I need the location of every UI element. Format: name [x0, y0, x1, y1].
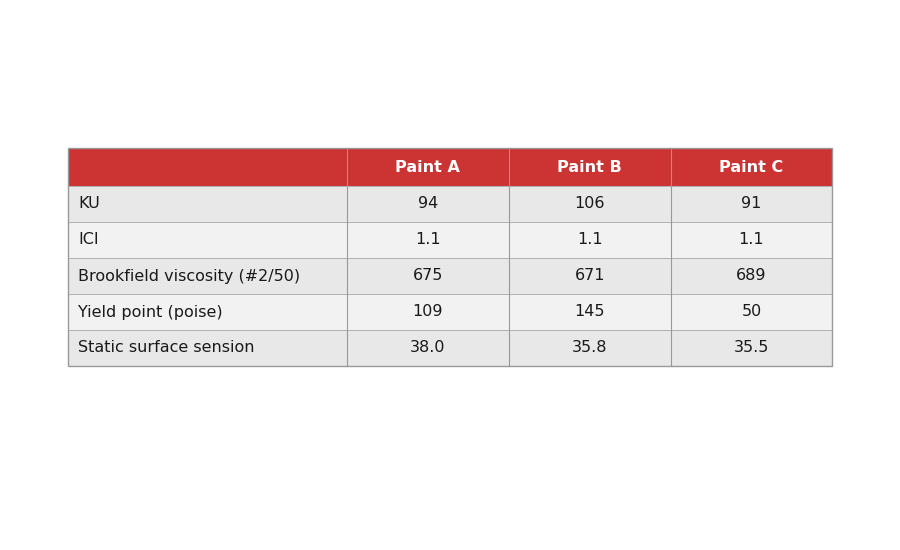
Text: ICI: ICI — [78, 233, 99, 248]
Text: 1.1: 1.1 — [739, 233, 764, 248]
Text: 50: 50 — [742, 305, 761, 320]
Bar — [68, 258, 832, 294]
Text: 91: 91 — [742, 196, 761, 212]
Text: 145: 145 — [574, 305, 605, 320]
Text: Paint C: Paint C — [719, 160, 784, 174]
Bar — [68, 294, 832, 330]
Text: 35.5: 35.5 — [734, 340, 770, 355]
Text: Paint B: Paint B — [557, 160, 622, 174]
Text: Brookfield viscosity (#2/50): Brookfield viscosity (#2/50) — [78, 268, 300, 283]
Text: KU: KU — [78, 196, 100, 212]
Text: 671: 671 — [574, 268, 605, 283]
Text: 35.8: 35.8 — [572, 340, 608, 355]
Bar — [68, 222, 832, 258]
Text: Paint A: Paint A — [395, 160, 460, 174]
Text: 689: 689 — [736, 268, 767, 283]
Text: 106: 106 — [574, 196, 605, 212]
Text: 1.1: 1.1 — [577, 233, 603, 248]
Bar — [68, 330, 832, 366]
Text: 109: 109 — [412, 305, 443, 320]
Text: 94: 94 — [418, 196, 438, 212]
Bar — [68, 186, 832, 222]
Text: 1.1: 1.1 — [415, 233, 441, 248]
Bar — [68, 148, 832, 366]
Text: Static surface sension: Static surface sension — [78, 340, 255, 355]
Text: 675: 675 — [413, 268, 443, 283]
Text: 38.0: 38.0 — [410, 340, 446, 355]
Text: Yield point (poise): Yield point (poise) — [78, 305, 222, 320]
Bar — [68, 148, 832, 186]
